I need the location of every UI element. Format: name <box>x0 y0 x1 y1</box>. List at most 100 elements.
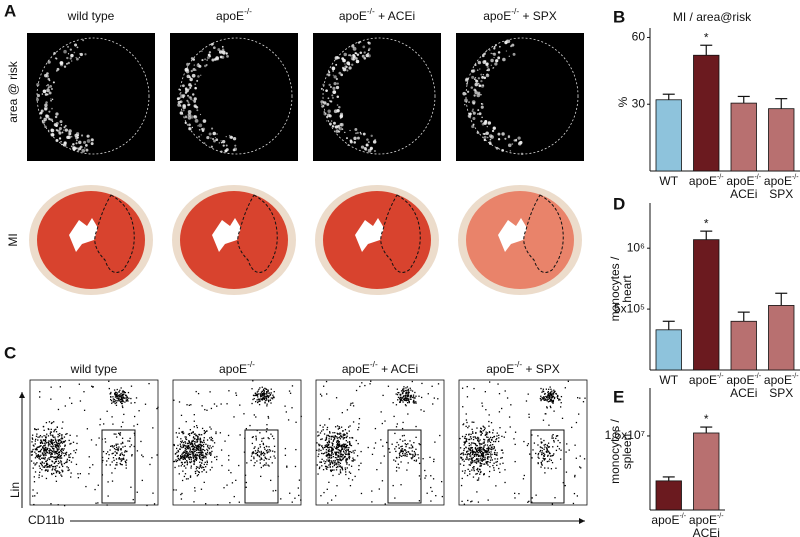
event <box>179 428 180 429</box>
event <box>190 449 191 450</box>
column-header-part: apoE <box>339 9 367 23</box>
event <box>470 436 471 437</box>
event <box>200 465 201 466</box>
event <box>487 461 488 462</box>
event <box>468 426 469 427</box>
event <box>409 440 410 441</box>
event <box>496 452 497 453</box>
event <box>352 460 353 461</box>
event <box>395 446 396 447</box>
event <box>121 443 122 444</box>
event <box>338 464 339 465</box>
event <box>346 440 347 441</box>
event <box>331 453 332 454</box>
speckle <box>194 87 197 90</box>
event <box>112 445 113 446</box>
event <box>335 460 336 461</box>
event <box>204 450 205 451</box>
event <box>200 441 201 442</box>
event <box>360 451 361 452</box>
event <box>122 446 123 447</box>
speckle <box>336 56 339 59</box>
speckle <box>201 128 203 130</box>
event <box>73 450 74 451</box>
event <box>112 396 113 397</box>
event <box>401 398 402 399</box>
event <box>483 449 484 450</box>
event <box>356 390 357 391</box>
event <box>35 457 36 458</box>
event <box>202 445 203 446</box>
event <box>64 463 65 464</box>
event <box>524 475 525 476</box>
event <box>118 433 119 434</box>
event <box>209 426 210 427</box>
event <box>119 457 120 458</box>
event <box>47 448 48 449</box>
speckle <box>223 53 225 55</box>
speckle <box>192 93 194 95</box>
event <box>76 449 77 450</box>
speckle <box>78 147 81 150</box>
event <box>125 394 126 395</box>
event <box>196 458 197 459</box>
event <box>116 394 117 395</box>
event <box>401 390 402 391</box>
event <box>201 471 202 472</box>
speckle <box>327 110 330 113</box>
event <box>257 455 258 456</box>
event <box>476 427 477 428</box>
event <box>328 464 329 465</box>
event <box>461 501 462 502</box>
significance-marker: * <box>704 30 709 44</box>
event <box>466 438 467 439</box>
event <box>249 425 250 426</box>
speckle <box>366 145 368 147</box>
speckle <box>70 54 73 57</box>
event <box>404 440 405 441</box>
event <box>481 428 482 429</box>
event <box>476 463 477 464</box>
event <box>406 390 407 391</box>
event <box>258 455 259 456</box>
event <box>115 400 116 401</box>
event <box>475 437 476 438</box>
event <box>264 457 265 458</box>
speckle <box>366 138 369 141</box>
event <box>38 446 39 447</box>
event <box>323 448 324 449</box>
speckle <box>478 61 481 64</box>
event <box>480 448 481 449</box>
event <box>262 397 263 398</box>
event <box>321 461 322 462</box>
event <box>115 449 116 450</box>
event <box>273 438 274 439</box>
event <box>518 493 519 494</box>
event <box>553 440 554 441</box>
speckle <box>77 46 79 48</box>
event <box>211 437 212 438</box>
event <box>407 451 408 452</box>
event <box>557 398 558 399</box>
event <box>61 463 62 464</box>
event <box>238 465 239 466</box>
event <box>197 440 198 441</box>
event <box>495 439 496 440</box>
event <box>226 403 227 404</box>
event <box>484 457 485 458</box>
event <box>117 444 118 445</box>
column-header: apoE-/- + ACEi <box>339 6 415 23</box>
event <box>465 470 466 471</box>
event <box>460 447 461 448</box>
event <box>340 463 341 464</box>
event <box>189 435 190 436</box>
event <box>485 444 486 445</box>
event <box>63 442 64 443</box>
speckle <box>61 124 63 126</box>
event <box>56 481 57 482</box>
event <box>100 419 101 420</box>
event <box>551 400 552 401</box>
event <box>402 390 403 391</box>
event <box>56 465 57 466</box>
event <box>374 447 375 448</box>
